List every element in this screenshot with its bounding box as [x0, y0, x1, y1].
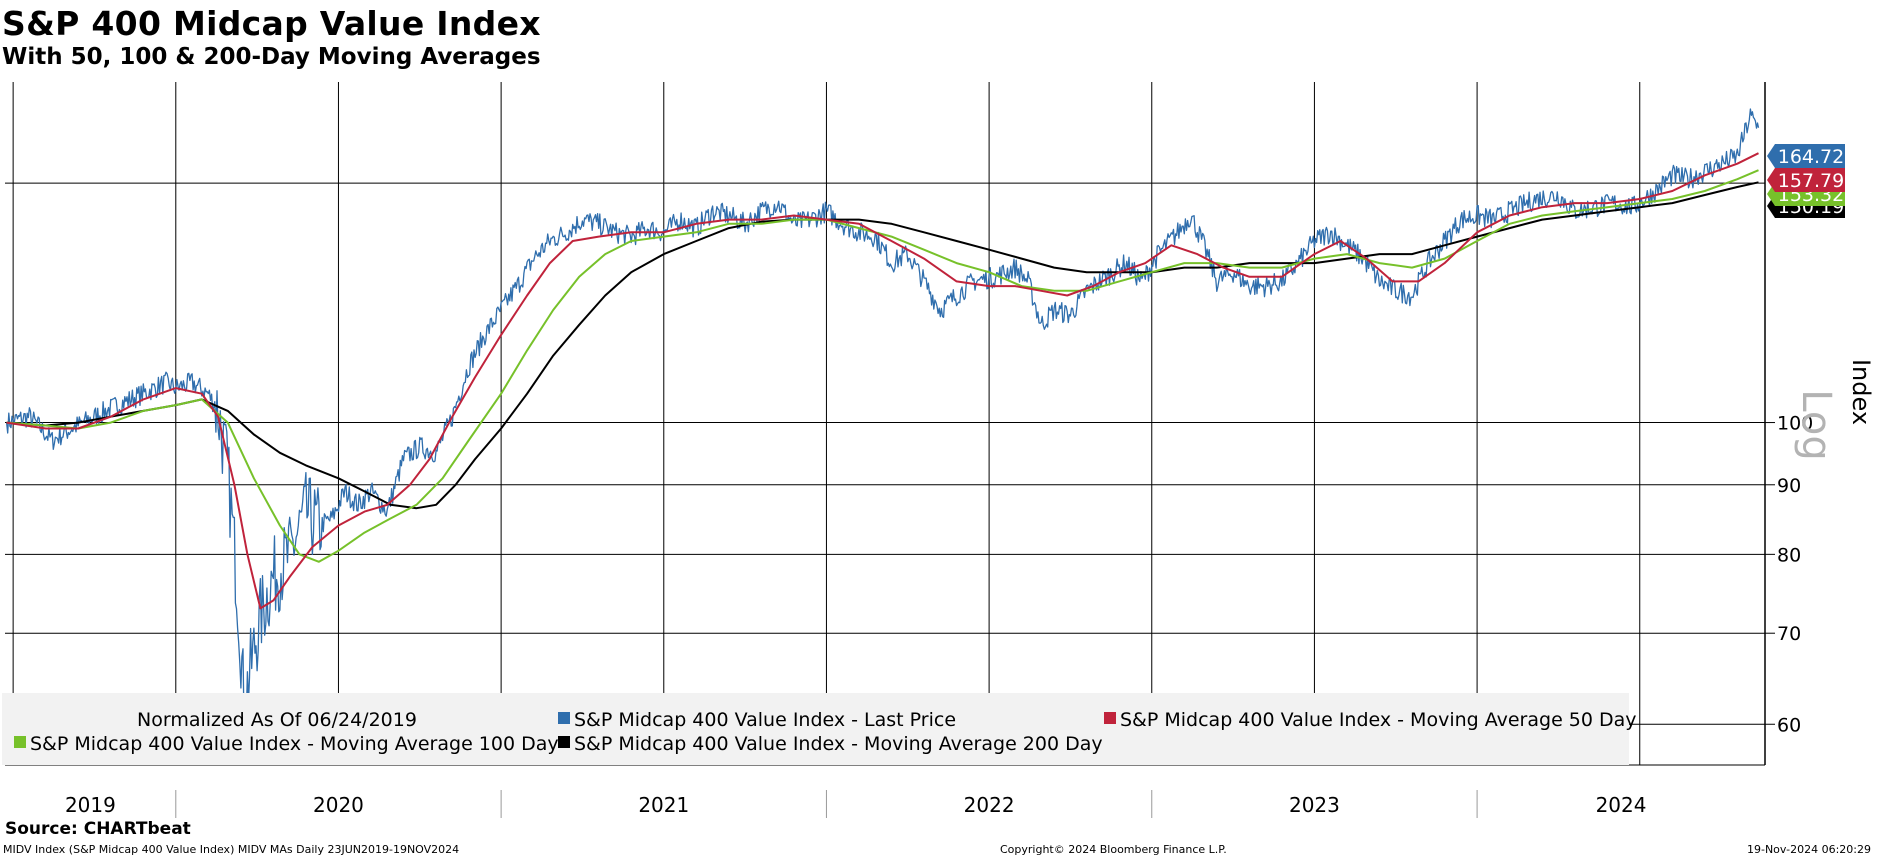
legend-note: Normalized As Of 06/24/2019 [137, 709, 417, 731]
x-tick-label: 2021 [638, 793, 689, 817]
legend-box [2, 693, 1629, 765]
x-tick-label: 2023 [1289, 793, 1340, 817]
legend-label: S&P Midcap 400 Value Index - Last Price [574, 709, 956, 731]
y-tick-label: 60 [1777, 714, 1801, 736]
series-line-ma-50 [6, 152, 1759, 610]
legend-label: S&P Midcap 400 Value Index - Moving Aver… [574, 733, 1103, 755]
y-axis-label: Index [1847, 359, 1875, 425]
legend-label: S&P Midcap 400 Value Index - Moving Aver… [1120, 709, 1637, 731]
chart-title: S&P 400 Midcap Value Index [2, 4, 541, 43]
x-tick-label: 2024 [1596, 793, 1647, 817]
source-note: Source: CHARTbeat [5, 819, 191, 839]
y-tick-label: 100 [1777, 413, 1813, 435]
x-tick-label: 2022 [964, 793, 1015, 817]
last-value-label: 164.72 [1778, 146, 1844, 168]
ticker-note: MIDV Index (S&P Midcap 400 Value Index) … [3, 843, 460, 856]
gridlines [5, 82, 1765, 765]
log-scale-watermark: Log [1793, 389, 1839, 460]
y-tick-label: 70 [1777, 623, 1801, 645]
legend-swatch [14, 736, 26, 748]
y-tick-label: 80 [1777, 544, 1801, 566]
legend-label: S&P Midcap 400 Value Index - Moving Aver… [30, 733, 559, 755]
legend-swatch [1104, 712, 1116, 724]
timestamp-note: 19-Nov-2024 06:20:29 [1746, 843, 1871, 856]
y-axis: 60 70 80 90 100 Index Log [1765, 359, 1875, 736]
series-lines [5, 108, 1760, 732]
legend: Normalized As Of 06/24/2019 S&P Midcap 40… [2, 693, 1637, 765]
x-axis: 2019 2020 2021 2022 2023 2024 [65, 790, 1647, 818]
x-tick-label: 2019 [65, 793, 116, 817]
y-tick-label: 90 [1777, 475, 1801, 497]
x-tick-label: 2020 [313, 793, 364, 817]
plot-frame [5, 82, 1766, 766]
copyright-note: Copyright© 2024 Bloomberg Finance L.P. [1000, 843, 1227, 856]
legend-swatch [558, 736, 570, 748]
last-value-tag [1767, 144, 1845, 168]
series-line-last-price [5, 108, 1760, 732]
last-value-tag [1767, 168, 1845, 192]
legend-swatch [558, 712, 570, 724]
chart-subtitle: With 50, 100 & 200-Day Moving Averages [2, 44, 541, 70]
series-line-ma-100 [6, 169, 1759, 563]
last-value-label: 157.79 [1778, 170, 1844, 192]
